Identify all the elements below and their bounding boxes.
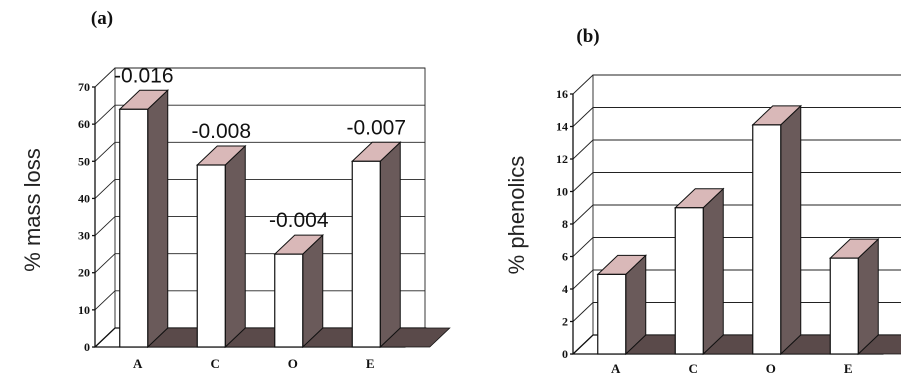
data-label: -0.004 (269, 209, 329, 232)
y-axis-label: % phenolics (504, 156, 529, 275)
y-tick-label: 50 (78, 154, 90, 168)
gridline-diagonal (572, 74, 594, 95)
y-tick-label: 4 (562, 282, 568, 296)
bar-side (702, 187, 724, 356)
gridline-diagonal (94, 179, 116, 199)
bar-front (351, 160, 381, 348)
bar-front (274, 253, 304, 348)
y-tick-label: 6 (562, 250, 568, 264)
y-tick-label: 0 (562, 347, 568, 361)
y-tick-label: 30 (78, 229, 90, 243)
gridline-diagonal (94, 253, 116, 274)
bar-side (857, 237, 879, 356)
gridline-diagonal (572, 172, 594, 192)
gridline-diagonal (572, 237, 594, 257)
y-tick-label: 16 (556, 87, 568, 101)
bar-side (379, 141, 401, 349)
y-tick-label: 10 (78, 303, 90, 317)
bar-side (147, 89, 169, 349)
x-tick-label: C (689, 361, 698, 374)
bar-side (224, 144, 246, 349)
y-tick-label: 2 (562, 315, 568, 329)
bar-E (828, 237, 901, 356)
y-tick-label: 8 (562, 217, 568, 231)
y-tick-label: 14 (556, 120, 568, 134)
bar-front (752, 124, 782, 355)
y-tick-label: 40 (78, 191, 90, 205)
bar-C (195, 144, 296, 349)
data-label: -0.016 (114, 64, 174, 87)
gridline-diagonal (94, 290, 116, 311)
x-tick-label: A (133, 356, 143, 371)
y-tick-label: 0 (84, 340, 90, 354)
panel-tag: (a) (91, 8, 113, 29)
gridline-diagonal (94, 104, 116, 125)
x-tick-label: A (611, 361, 621, 374)
data-label: -0.007 (346, 116, 406, 139)
data-label: -0.008 (191, 120, 251, 143)
x-tick-label: O (766, 361, 776, 374)
gridline-diagonal (94, 141, 116, 162)
y-tick-label: 70 (78, 80, 90, 94)
chart-panel-b: (b) % phenolics 0 2 4 6 8 10 12 14 16 A C O E (504, 26, 901, 374)
y-tick-label: 10 (556, 185, 568, 199)
gridline-diagonal (94, 216, 116, 236)
x-tick-label: E (844, 361, 853, 374)
bar-front (597, 273, 627, 355)
gridline-diagonal (572, 204, 594, 225)
gridline-diagonal (572, 107, 594, 127)
y-axis-label: % mass loss (20, 148, 45, 271)
panel-tag: (b) (576, 26, 599, 47)
gridline-diagonal (94, 67, 116, 88)
x-tick-label: E (366, 356, 375, 371)
bar-C (673, 187, 774, 356)
bar-front (829, 257, 859, 355)
bar-front (196, 164, 226, 348)
gridline-diagonal (572, 302, 594, 322)
bar-O (751, 104, 852, 356)
bar-side (780, 104, 802, 356)
bar-front (674, 207, 704, 355)
y-tick-label: 20 (78, 266, 90, 280)
chart-panel-a: (a) % mass loss 0 10 20 30 40 50 60 70 A -0.016 C -0.… (20, 8, 451, 371)
gridline-diagonal (572, 139, 594, 160)
x-tick-label: C (211, 356, 220, 371)
bar-E (350, 141, 451, 349)
gridline-diagonal (572, 269, 594, 290)
x-tick-label: O (288, 356, 298, 371)
bar-front (119, 108, 149, 348)
y-tick-label: 60 (78, 117, 90, 131)
y-tick-label: 12 (556, 152, 568, 166)
